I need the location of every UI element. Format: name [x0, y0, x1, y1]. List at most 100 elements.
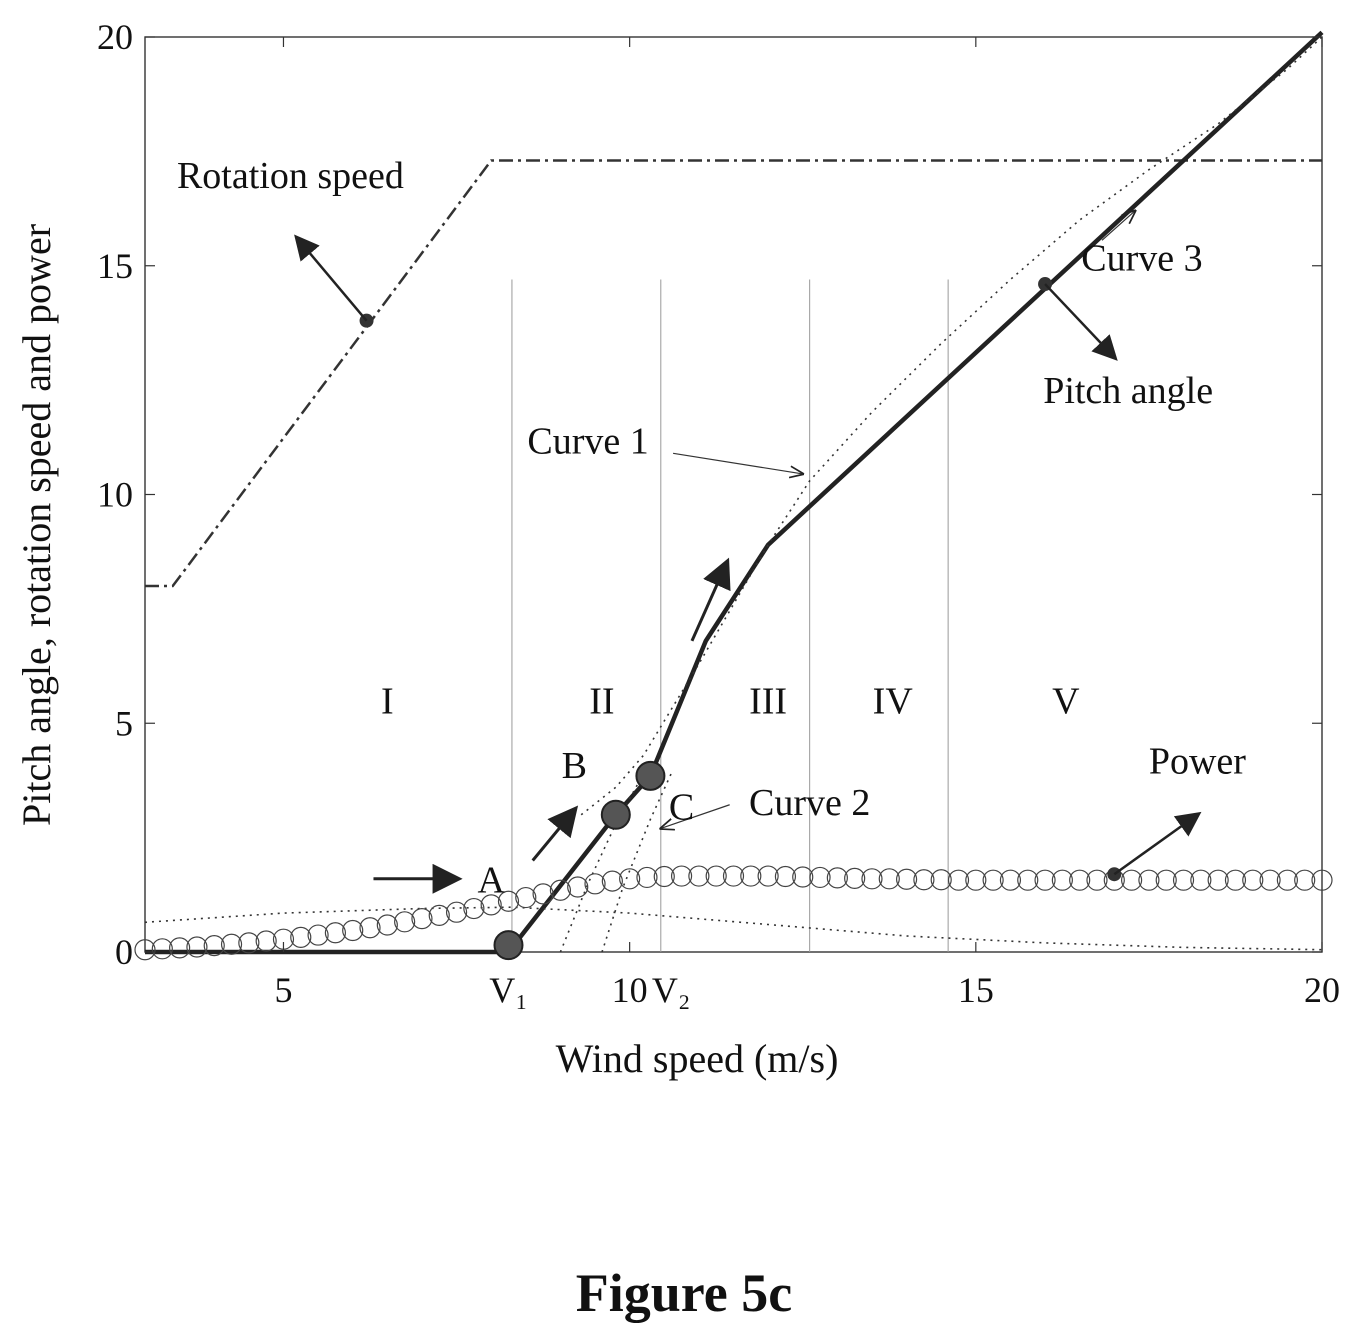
- power-point: [1242, 869, 1264, 891]
- power-point: [584, 873, 606, 895]
- power-point: [982, 869, 1004, 891]
- point-label: C: [669, 786, 694, 828]
- region-lines: [511, 279, 949, 952]
- annotation-leader: [673, 452, 803, 474]
- annotation-label: Curve 2: [749, 782, 870, 824]
- power-point: [307, 924, 329, 946]
- power-point: [1051, 869, 1073, 891]
- annotation-label: Curve 1: [527, 420, 648, 462]
- annotation-label: Power: [1149, 741, 1246, 783]
- power-point: [1172, 869, 1195, 891]
- power-point: [965, 869, 987, 891]
- power-point: [688, 865, 710, 887]
- power-point: [532, 883, 554, 905]
- series-line-curve-3: [144, 906, 1323, 951]
- key-point-c: [635, 760, 666, 791]
- power-point: [601, 870, 623, 892]
- series-line-rotation-speed: [145, 159, 1322, 588]
- power-point: [134, 939, 156, 961]
- power-point: [151, 938, 173, 960]
- power-point: [722, 865, 745, 887]
- power-point: [515, 886, 537, 909]
- power-point: [930, 869, 952, 891]
- power-point: [567, 876, 589, 898]
- power-point: [774, 865, 797, 888]
- power-point: [359, 917, 381, 939]
- annotation-label: Curve 3: [1081, 237, 1202, 279]
- power-point: [1276, 869, 1298, 891]
- key-point-a: [493, 930, 524, 961]
- point-label: B: [562, 745, 587, 787]
- x-tick-label: 20: [1304, 970, 1340, 1010]
- power-point: [394, 911, 416, 933]
- x-tick-label: 15: [958, 970, 994, 1010]
- power-point: [463, 897, 485, 920]
- power-point: [757, 865, 779, 887]
- power-point: [740, 865, 762, 887]
- marks-layer: [294, 211, 1202, 961]
- power-point: [895, 868, 918, 890]
- region-label: I: [381, 680, 394, 722]
- y-tick-label: 0: [115, 932, 133, 972]
- power-point: [705, 865, 727, 887]
- power-point: [636, 866, 658, 889]
- x-axis-label: Wind speed (m/s): [556, 1036, 839, 1081]
- power-point: [947, 869, 970, 891]
- power-point: [844, 867, 866, 889]
- power-point: [411, 908, 433, 930]
- power-point: [1155, 869, 1177, 891]
- power-point: [324, 922, 346, 944]
- flow-arrow: [690, 557, 731, 642]
- y-tick-label: 5: [115, 703, 133, 743]
- power-point: [342, 919, 364, 942]
- power-point: [1017, 869, 1039, 891]
- ticks-layer: [145, 36, 1323, 953]
- annotation-arrow: [1113, 811, 1202, 876]
- power-point: [290, 926, 312, 948]
- power-point: [203, 934, 225, 957]
- power-point: [376, 914, 398, 936]
- annotation-arrow: [294, 234, 368, 322]
- power-point: [428, 904, 450, 927]
- key-point-b: [600, 799, 631, 830]
- power-point: [1086, 869, 1108, 891]
- power-point: [169, 937, 191, 959]
- annotation-label: Pitch angle: [1043, 370, 1213, 412]
- flow-arrow: [531, 805, 579, 862]
- power-point: [792, 866, 814, 888]
- y-tick-label: 20: [97, 17, 133, 57]
- x-tick-label: 10: [612, 970, 648, 1010]
- x-tick-label: 5: [274, 970, 292, 1010]
- power-point: [878, 868, 900, 890]
- power-point: [1138, 869, 1160, 891]
- power-point: [826, 867, 848, 889]
- power-point: [497, 890, 520, 912]
- power-point: [549, 879, 572, 901]
- x-extra-label: V₂: [652, 970, 691, 1010]
- power-point: [1034, 869, 1056, 891]
- region-label: II: [589, 680, 614, 722]
- region-label: IV: [873, 680, 914, 722]
- annotation-leader: [661, 804, 730, 829]
- figure-title: Figure 5c: [575, 1263, 793, 1323]
- power-point: [220, 933, 243, 955]
- x-extra-label: V₁: [489, 970, 528, 1010]
- power-point: [1294, 869, 1316, 891]
- power-point: [1190, 869, 1212, 891]
- power-point: [1069, 869, 1091, 891]
- power-point: [1259, 869, 1281, 891]
- power-point: [445, 901, 468, 923]
- power-point: [913, 869, 935, 891]
- region-label: V: [1052, 680, 1080, 722]
- point-label: A: [477, 860, 505, 902]
- y-tick-label: 15: [97, 246, 133, 286]
- power-point: [809, 866, 831, 889]
- power-point: [255, 930, 277, 952]
- y-axis-label: Pitch angle, rotation speed and power: [14, 224, 59, 826]
- power-point: [861, 868, 883, 890]
- power-point: [619, 868, 641, 890]
- power-point: [670, 865, 693, 887]
- power-point: [1224, 869, 1247, 891]
